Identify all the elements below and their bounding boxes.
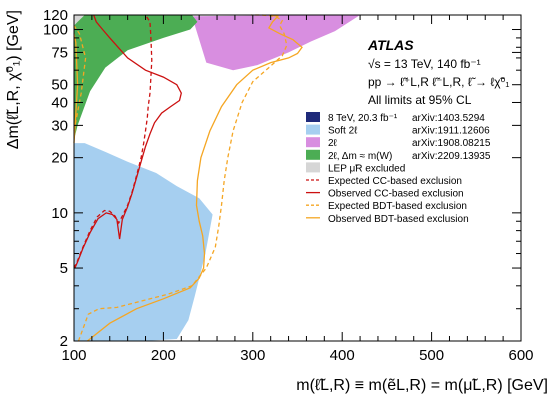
legend-swatch-3: [306, 149, 320, 160]
y-tick-label-5: 40: [51, 94, 68, 111]
legend-swatch-4: [306, 162, 320, 173]
x-tick-label-0: 100: [61, 347, 86, 364]
legend-label-0: 8 TeV, 20.3 fb⁻¹: [328, 113, 398, 124]
x-tick-label-3: 400: [330, 347, 355, 364]
legend-label-6: Observed CC-based exclusion: [328, 189, 464, 200]
region-1: [74, 143, 213, 341]
y-tick-label-4: 30: [51, 117, 68, 134]
plot-frame: [73, 14, 522, 342]
legend-label-7: Expected BDT-based exclusion: [328, 201, 467, 212]
x-axis-title: m(ℓ̃L,R) ≡ m(ẽL,R) = m(μ̃L,R) [GeV]: [296, 377, 548, 394]
legend-label-8: Observed BDT-based exclusion: [328, 214, 469, 225]
cl-annotation: All limits at 95% CL: [368, 93, 472, 107]
legend-ref-3: arXiv:2209.13935: [412, 151, 491, 162]
y-tick-label-7: 75: [51, 44, 68, 61]
y-tick-label-6: 50: [51, 77, 68, 94]
legend-ref-0: arXiv:1403.5294: [412, 113, 485, 124]
region-2: [192, 15, 361, 71]
legend-label-3: 2ℓ, Δm ≈ m(W): [328, 151, 392, 162]
exclusion-regions: [74, 15, 361, 341]
legend: 8 TeV, 20.3 fb⁻¹ arXiv:1403.5294 Soft 2ℓ ar…: [306, 112, 491, 225]
legend-swatch-2: [306, 137, 320, 148]
exclusion-contours: [73, 14, 303, 342]
x-tick-label-2: 300: [240, 347, 265, 364]
x-tick-label-1: 200: [151, 347, 176, 364]
y-axis-title: Δm(ℓ̃L,R, χ̃⁰₁) [GeV]: [5, 10, 22, 149]
region-3: [74, 15, 198, 140]
process-annotation: pp → ℓ̃⁺L,R ℓ̃⁻L,R, ℓ̃ → ℓχ̃⁰₁: [368, 75, 509, 89]
legend-ref-1: arXiv:1911.12606: [412, 126, 490, 137]
y-tick-label-3: 20: [51, 150, 68, 167]
contour-5: [73, 25, 87, 132]
legend-swatch-1: [306, 124, 320, 135]
legend-ref-2: arXiv:1908.08215: [412, 138, 491, 149]
energy-lumi-annotation: √s = 13 TeV, 140 fb⁻¹: [368, 57, 481, 71]
legend-label-1: Soft 2ℓ: [328, 126, 358, 137]
y-tick-label-8: 100: [43, 22, 68, 39]
legend-label-2: 2ℓ: [328, 138, 338, 149]
contour-1: [74, 14, 182, 269]
atlas-label: ATLAS: [367, 37, 414, 53]
y-tick-label-1: 5: [60, 260, 68, 277]
y-tick-label-0: 2: [60, 333, 68, 350]
y-tick-label-9: 120: [43, 7, 68, 24]
legend-swatch-0: [306, 112, 320, 122]
x-tick-label-5: 600: [508, 347, 533, 364]
x-tick-label-4: 500: [419, 347, 444, 364]
x-axis-ticks: 100 200 300 400 500 600: [61, 15, 534, 364]
legend-label-4: LEP μ̃R excluded: [328, 163, 405, 174]
contour-3: [86, 14, 303, 342]
region-4: [74, 15, 85, 26]
y-tick-label-2: 10: [51, 205, 68, 222]
plot-border: [73, 14, 522, 342]
legend-label-5: Expected CC-based exclusion: [328, 176, 462, 187]
